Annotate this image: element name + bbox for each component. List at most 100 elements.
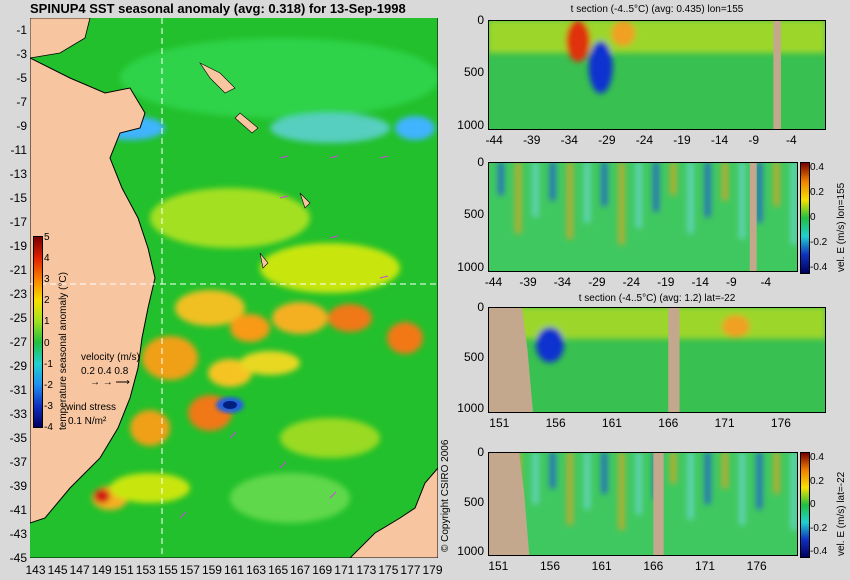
section-land bbox=[668, 307, 680, 413]
section-x-tick-label: -4 bbox=[785, 133, 797, 147]
section-x-tick-label: -19 bbox=[657, 275, 675, 289]
velocity-streak bbox=[498, 162, 504, 195]
lon-tick-label: 143 bbox=[25, 563, 46, 577]
lon-tick-label: 175 bbox=[378, 563, 399, 577]
velocity-streak bbox=[618, 452, 625, 530]
velocity-streak bbox=[704, 452, 711, 504]
velocity-colorbar-tick: -0.2 bbox=[810, 522, 828, 534]
lat-tick-label: -19 bbox=[9, 239, 27, 253]
velocity-streak bbox=[756, 162, 763, 223]
colorbar-tick-label: -1 bbox=[44, 358, 53, 370]
lon-tick-label: 177 bbox=[400, 563, 421, 577]
depth-tick-label: 1000 bbox=[457, 544, 484, 559]
section-x-tick-label: -19 bbox=[673, 133, 691, 147]
lon-tick-label: 153 bbox=[135, 563, 156, 577]
velocity-colorbar-tick: -0.4 bbox=[810, 546, 828, 557]
velocity-colorbar-label: vel. E (m/s) lat=-22 bbox=[836, 471, 847, 556]
velocity-streak bbox=[601, 452, 608, 494]
lat-tick-label: -43 bbox=[9, 527, 27, 541]
section-frame bbox=[488, 307, 826, 413]
section-x-tick-label: -14 bbox=[710, 133, 729, 147]
depth-tick-label: 1000 bbox=[457, 117, 484, 132]
lat-tick-label: -41 bbox=[9, 503, 27, 517]
section-x-tick-label: -44 bbox=[485, 133, 503, 147]
section-title: t section (-4..5°C) (avg: 0.435) lon=155 bbox=[570, 4, 744, 15]
depth-tick-label: 0 bbox=[477, 155, 484, 169]
depth-tick-label: 500 bbox=[463, 65, 484, 80]
sst-colorbar bbox=[33, 236, 43, 428]
section-x-tick-label: 156 bbox=[540, 559, 561, 573]
section-feature bbox=[535, 327, 564, 363]
depth-tick-label: 0 bbox=[477, 300, 484, 314]
velocity-colorbar-tick: 0 bbox=[810, 212, 816, 223]
velocity-colorbar-tick: 0 bbox=[810, 499, 816, 510]
velocity-streak bbox=[721, 162, 728, 201]
velocity-colorbar-tick: -0.2 bbox=[810, 237, 828, 248]
section-x-tick-label: -24 bbox=[635, 133, 654, 147]
section-x-tick-label: -44 bbox=[484, 275, 503, 289]
velocity-streak bbox=[721, 452, 728, 489]
copyright: © Copyright CSIRO 2006 bbox=[440, 439, 451, 552]
lat-tick-label: -3 bbox=[16, 47, 27, 61]
lon-axis: 143 145 147 149 151 153 155 157 159 161 163 165 167 1… bbox=[0, 562, 443, 578]
velocity-streak bbox=[635, 452, 642, 515]
section-title: t section (-4..5°C) (avg: 1.2) lat=-22 bbox=[578, 293, 736, 304]
section-land bbox=[749, 162, 757, 272]
lon-tick-label: 165 bbox=[268, 563, 289, 577]
lon-tick-label: 173 bbox=[356, 563, 377, 577]
section-x-tick-label: 166 bbox=[658, 416, 679, 430]
section-land bbox=[653, 452, 664, 556]
lon-tick-label: 161 bbox=[224, 563, 245, 577]
lat-tick-label: -29 bbox=[9, 359, 27, 373]
section-x-tick-label: -39 bbox=[523, 133, 541, 147]
section-land bbox=[773, 20, 781, 130]
colorbar-tick-label: 2 bbox=[44, 295, 50, 307]
section-x-tick-label: 176 bbox=[770, 416, 791, 430]
velocity-streak bbox=[532, 162, 539, 217]
section-plot bbox=[488, 452, 798, 556]
lon-tick-label: 157 bbox=[179, 563, 200, 577]
lon-tick-label: 145 bbox=[47, 563, 68, 577]
lon-tick-label: 171 bbox=[334, 563, 355, 577]
section-warm-layer bbox=[488, 307, 826, 339]
section-feature bbox=[721, 315, 750, 338]
depth-tick-label: 0 bbox=[477, 13, 484, 27]
depth-tick-label: 1000 bbox=[457, 259, 484, 274]
lat-tick-label: -11 bbox=[10, 143, 27, 157]
depth-tick-label: 1000 bbox=[457, 400, 484, 415]
section-plot bbox=[488, 20, 826, 130]
section-feature bbox=[611, 20, 636, 47]
depth-tick-label: 500 bbox=[463, 494, 484, 509]
lat-tick-label: -35 bbox=[9, 431, 27, 445]
section-background bbox=[488, 452, 798, 556]
section-x-tick-label: -9 bbox=[726, 275, 737, 289]
velocity-streak bbox=[756, 452, 763, 510]
lon-tick-label: 163 bbox=[246, 563, 267, 577]
section-x-tick-label: 176 bbox=[746, 559, 767, 573]
velocity-streak bbox=[601, 162, 608, 206]
colorbar-tick-label: 4 bbox=[44, 253, 50, 265]
lat-tick-label: -5 bbox=[16, 71, 27, 85]
lat-tick-label: -31 bbox=[9, 383, 27, 397]
colorbar-tick-label: 3 bbox=[44, 274, 50, 286]
lon-tick-label: 179 bbox=[422, 563, 443, 577]
lat-tick-label: -21 bbox=[9, 263, 27, 277]
section-plot bbox=[488, 307, 826, 413]
velocity-streak bbox=[773, 162, 780, 206]
section-feature bbox=[588, 40, 613, 94]
section-land bbox=[488, 307, 534, 413]
section-x-tick-label: 161 bbox=[601, 416, 622, 430]
velocity-streak bbox=[687, 162, 694, 234]
velocity-scale: 0.2 0.4 0.8 bbox=[81, 366, 129, 377]
section-land bbox=[488, 452, 530, 556]
section-x-tick-label: -34 bbox=[560, 133, 578, 147]
velocity-streak bbox=[773, 452, 780, 494]
section-x-tick-label: -4 bbox=[760, 275, 772, 289]
colorbar-tick-label: 1 bbox=[44, 316, 50, 328]
velocity-colorbar-tick: -0.4 bbox=[810, 262, 828, 273]
lat-tick-label: -9 bbox=[16, 119, 27, 133]
velocity-streak bbox=[635, 162, 642, 228]
lat-tick-label: -25 bbox=[9, 311, 27, 325]
lat-tick-label: -13 bbox=[9, 167, 27, 181]
velocity-colorbar-label: vel. E (m/s) lon=155 bbox=[836, 182, 847, 272]
